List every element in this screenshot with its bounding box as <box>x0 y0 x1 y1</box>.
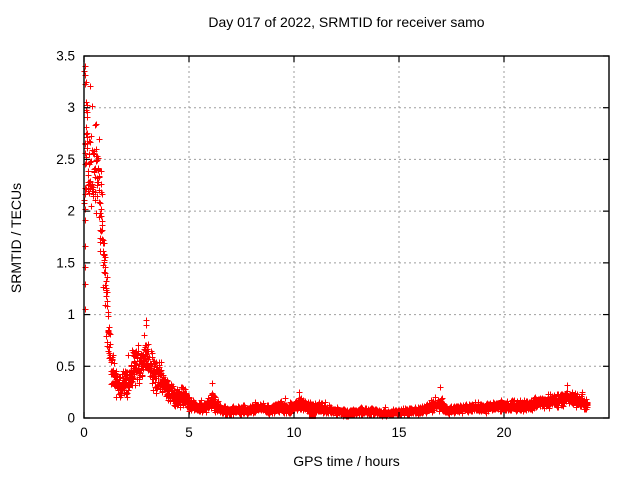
x-tick-label: 10 <box>286 425 301 440</box>
y-tick-label: 0.5 <box>56 359 75 374</box>
x-tick-label: 5 <box>185 425 193 440</box>
y-axis-label: SRMTID / TECUs <box>8 182 24 294</box>
x-tick-label: 0 <box>80 425 88 440</box>
y-tick-label: 2 <box>67 204 75 219</box>
y-tick-label: 1 <box>67 307 75 322</box>
chart-title: Day 017 of 2022, SRMTID for receiver sam… <box>208 14 485 30</box>
y-tick-label: 3 <box>67 100 75 115</box>
x-tick-label: 15 <box>391 425 406 440</box>
outlier-square-marker <box>308 411 316 419</box>
y-tick-label: 3.5 <box>56 49 75 64</box>
y-tick-label: 2.5 <box>56 152 75 167</box>
x-axis-label: GPS time / hours <box>293 453 400 469</box>
y-tick-label: 0 <box>67 411 75 426</box>
y-tick-label: 1.5 <box>56 255 75 270</box>
plot-border <box>83 55 610 419</box>
x-tick-label: 20 <box>496 425 511 440</box>
